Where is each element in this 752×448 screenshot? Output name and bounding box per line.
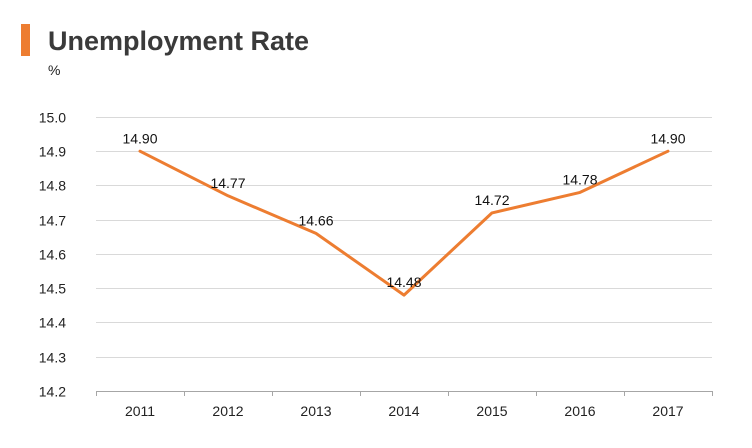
chart-title: Unemployment Rate (48, 26, 310, 56)
data-label: 14.90 (122, 130, 157, 146)
y-tick-label: 14.8 (39, 178, 66, 194)
x-tick-label: 2011 (125, 403, 155, 419)
y-tick-label: 14.6 (39, 247, 66, 263)
x-tick-label: 2015 (476, 403, 507, 419)
y-tick-label: 14.4 (39, 315, 66, 331)
y-tick-label: 14.5 (39, 281, 66, 297)
x-tick-label: 2017 (652, 403, 683, 419)
x-tick-label: 2012 (212, 403, 243, 419)
x-tick-label: 2014 (388, 403, 419, 419)
y-axis-unit: % (48, 62, 61, 78)
y-tick-label: 14.7 (39, 213, 66, 229)
data-label: 14.78 (562, 171, 597, 187)
data-label: 14.72 (474, 192, 509, 208)
y-tick-label: 14.3 (39, 350, 66, 366)
title-accent-bar (21, 24, 30, 56)
y-tick-label: 14.2 (39, 384, 66, 400)
x-tick-label: 2016 (564, 403, 595, 419)
y-tick-label: 14.9 (39, 144, 66, 160)
data-label: 14.77 (210, 175, 245, 191)
series-line (138, 149, 670, 297)
y-tick-label: 15.0 (39, 110, 66, 126)
data-label: 14.66 (298, 212, 333, 228)
x-tick-label: 2013 (300, 403, 331, 419)
data-label: 14.48 (386, 274, 421, 290)
data-label: 14.90 (650, 130, 685, 146)
